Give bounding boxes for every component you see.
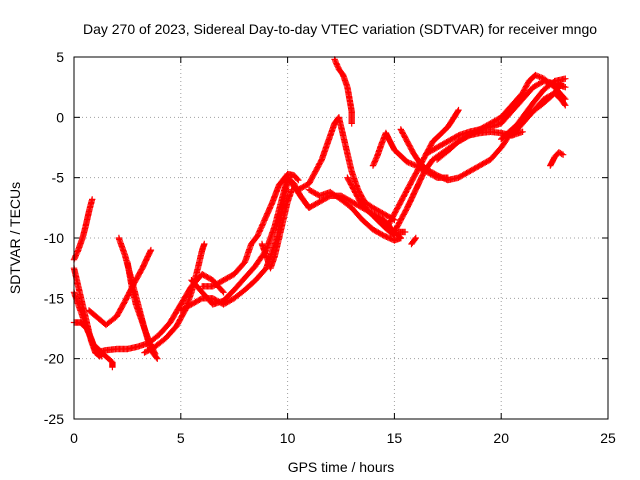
y-tick-label: -20 (44, 351, 64, 367)
x-tick-label: 10 (280, 430, 296, 446)
series-arc28-markers (408, 234, 419, 248)
series-arc3-markers (70, 289, 116, 371)
series-arc29-markers (395, 228, 409, 236)
data-points (70, 56, 569, 371)
series-arc13-markers (258, 186, 296, 272)
series-arc17-markers (305, 186, 404, 244)
x-tick-label: 15 (387, 430, 403, 446)
y-tick-label: 5 (56, 49, 64, 65)
series-arc16-markers (331, 56, 355, 127)
y-tick-label: -15 (44, 290, 64, 306)
plot-frame (73, 56, 609, 420)
x-tick-label: 5 (177, 430, 185, 446)
series-arc26-markers (498, 80, 565, 143)
series-arc8-markers (124, 258, 159, 357)
y-tick-label: -10 (44, 230, 64, 246)
x-tick-label: 20 (493, 430, 509, 446)
series-arc19-markers (384, 106, 462, 230)
x-axis-label: GPS time / hours (288, 459, 395, 475)
y-tick-label: 0 (56, 109, 64, 125)
series-arc18-markers (344, 174, 398, 239)
series-arc27-markers (547, 149, 567, 169)
y-tick-label: -5 (52, 170, 65, 186)
y-tick-label: -25 (44, 411, 64, 427)
series-arc15-markers (295, 114, 398, 224)
y-axis-label: SDTVAR / TECUs (7, 182, 23, 294)
x-tick-label: 25 (600, 430, 616, 446)
x-tick-label: 0 (70, 430, 78, 446)
series-arc24-markers (433, 71, 569, 163)
chart-title: Day 270 of 2023, Sidereal Day-to-day VTE… (83, 21, 597, 37)
series-arc12-markers (199, 170, 302, 290)
